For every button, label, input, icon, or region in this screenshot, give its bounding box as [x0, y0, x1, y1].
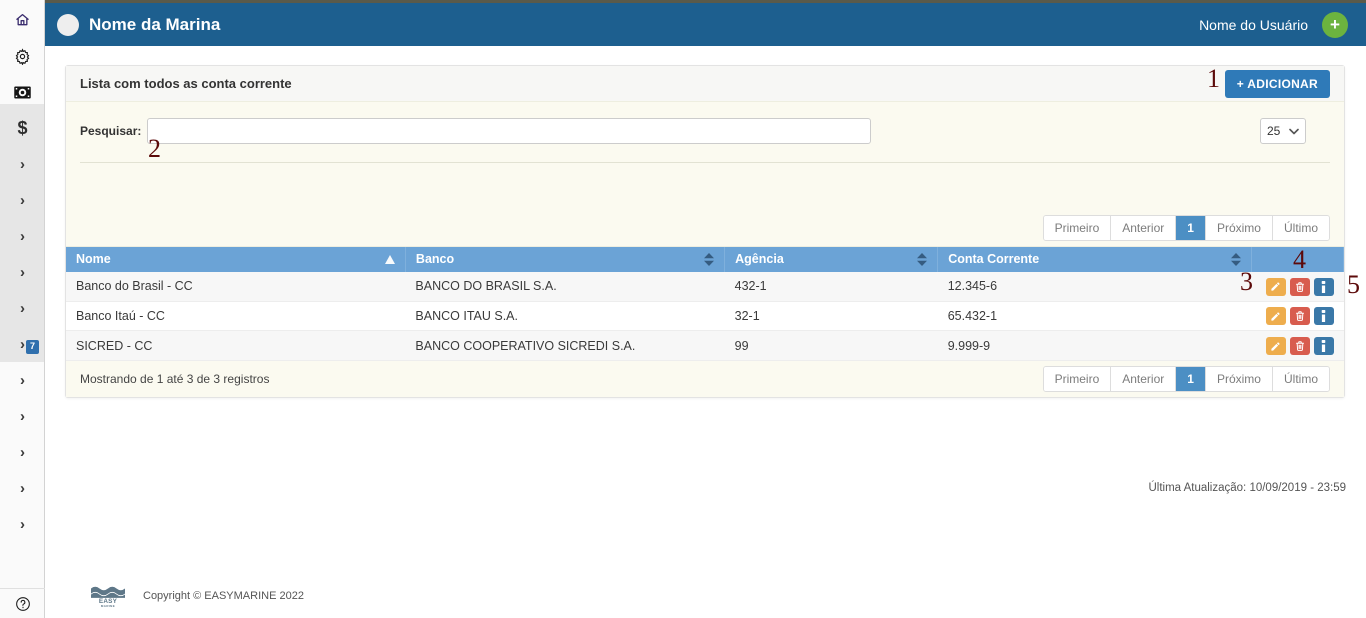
svg-text:MARINE: MARINE	[101, 604, 115, 608]
